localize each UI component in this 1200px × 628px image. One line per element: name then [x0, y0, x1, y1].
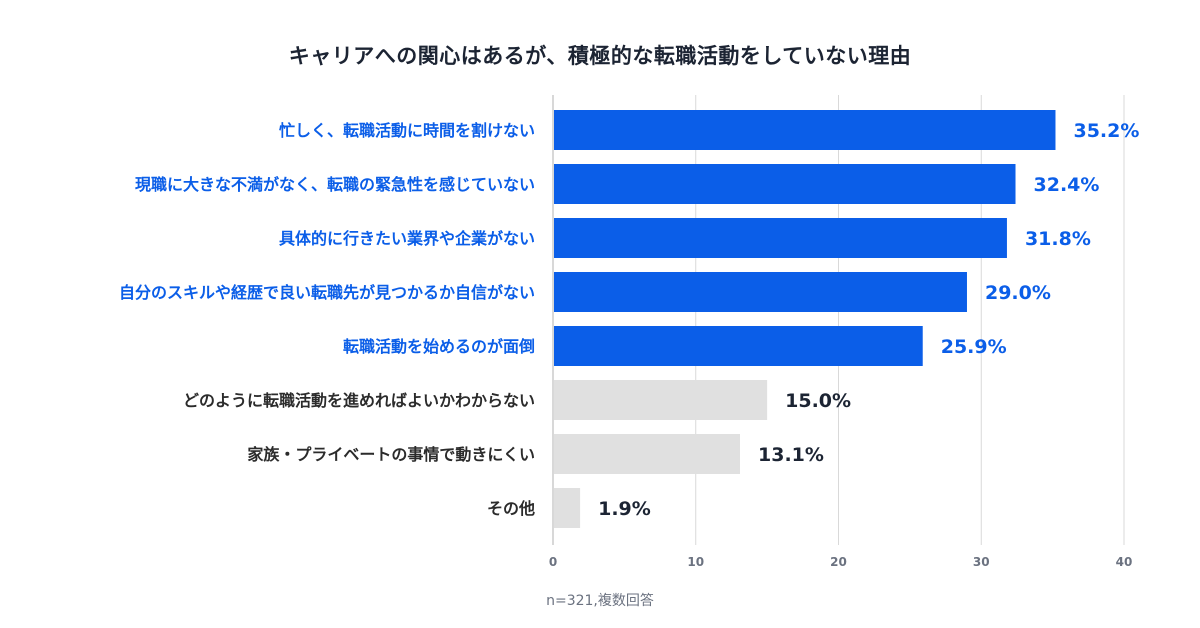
value-label: 1.9%	[598, 498, 651, 520]
value-label: 15.0%	[785, 390, 851, 412]
bar	[554, 488, 581, 528]
category-label: 転職活動を始めるのが面倒	[343, 337, 535, 356]
bar	[554, 434, 741, 474]
bar	[554, 218, 1007, 258]
chart-title: キャリアへの関心はあるが、積極的な転職活動をしていない理由	[288, 44, 912, 68]
bar	[554, 326, 923, 366]
x-tick-label: 20	[830, 555, 847, 569]
category-label: 具体的に行きたい業界や企業がない	[279, 229, 535, 248]
x-tick-label: 0	[549, 555, 557, 569]
value-label: 35.2%	[1073, 120, 1139, 142]
bar	[554, 164, 1016, 204]
x-tick-label: 30	[973, 555, 990, 569]
bar	[554, 380, 768, 420]
value-label: 25.9%	[941, 336, 1007, 358]
value-label: 13.1%	[758, 444, 824, 466]
category-label: 自分のスキルや経歴で良い転職先が見つかるか自信がない	[119, 283, 535, 302]
bar	[554, 272, 967, 312]
sample-note: n=321,複数回答	[546, 593, 654, 609]
category-label: どのように転職活動を進めればよいかわからない	[183, 391, 535, 410]
category-label: 忙しく、転職活動に時間を割けない	[279, 121, 535, 140]
category-label: 家族・プライベートの事情で動きにくい	[247, 445, 535, 464]
value-label: 32.4%	[1034, 174, 1100, 196]
x-tick-label: 10	[687, 555, 704, 569]
category-label: 現職に大きな不満がなく、転職の緊急性を感じていない	[135, 175, 535, 194]
value-label: 31.8%	[1025, 228, 1091, 250]
value-label: 29.0%	[985, 282, 1051, 304]
bar	[554, 110, 1056, 150]
x-tick-label: 40	[1116, 555, 1133, 569]
category-label: その他	[487, 499, 535, 518]
